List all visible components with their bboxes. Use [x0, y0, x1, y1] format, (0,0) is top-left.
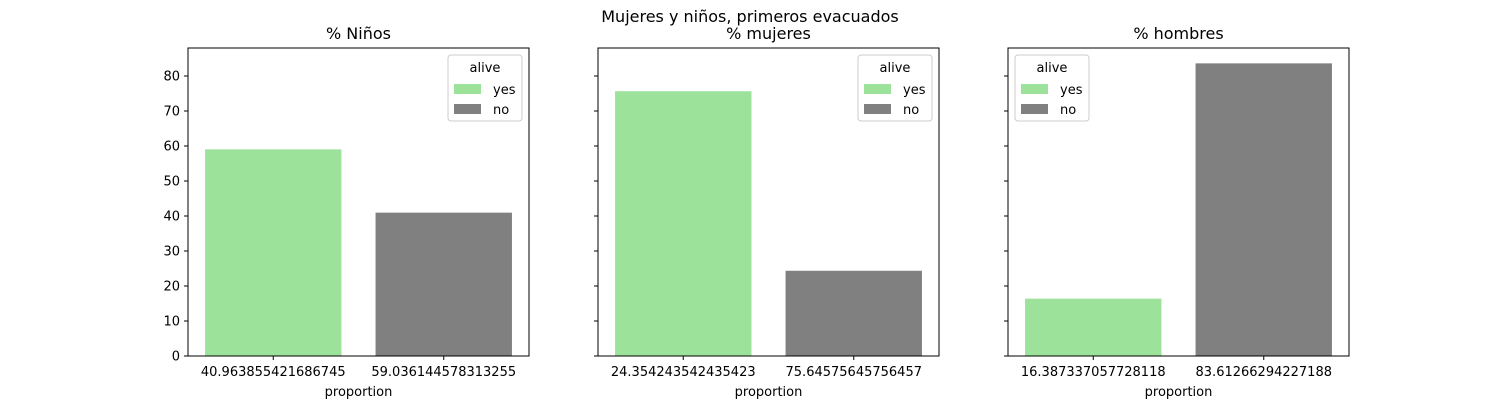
y-tick-label: 40: [163, 210, 180, 225]
figure-suptitle: Mujeres y niños, primeros evacuados: [601, 7, 899, 26]
panel-1: 0 10 20 30 40 50 60 70 80 40.963855421686745 59.03…: [163, 24, 530, 400]
legend-swatch-yes: [1021, 84, 1048, 94]
legend: alive yes no: [1014, 54, 1090, 122]
legend-title: alive: [880, 61, 911, 76]
legend-label-no: no: [1060, 103, 1076, 118]
bar-2: [375, 212, 512, 356]
x-tick-label: 16.387337057728118: [1021, 365, 1166, 380]
legend-swatch-yes: [454, 84, 481, 94]
x-axis-label: proportion: [735, 385, 803, 400]
x-tick-label: 75.64575645756457: [786, 365, 922, 380]
x-axis-label: proportion: [325, 385, 393, 400]
x-tick-label: 83.61266294227188: [1196, 365, 1332, 380]
axes-frame: [1007, 47, 1350, 357]
legend-swatch-yes: [864, 84, 891, 94]
legend: alive yes no: [447, 54, 523, 122]
x-tick-label: 24.354243542435423: [611, 365, 756, 380]
y-tick-label: 20: [163, 280, 180, 295]
y-tick-label: 60: [163, 140, 180, 155]
x-tick-label: 40.963855421686745: [201, 365, 346, 380]
x-tick-label: 59.036144578313255: [371, 365, 516, 380]
bar-1: [1025, 298, 1162, 356]
panel-title: % hombres: [1133, 24, 1223, 43]
y-tick-label: 80: [163, 70, 180, 85]
legend-label-yes: yes: [1060, 83, 1083, 98]
legend-label-yes: yes: [493, 83, 516, 98]
y-tick-label: 0: [172, 350, 180, 365]
x-axis-label: proportion: [1145, 385, 1213, 400]
legend-title: alive: [1037, 61, 1068, 76]
panels: 0 10 20 30 40 50 60 70 80 40.963855421686745 59.03…: [163, 24, 1350, 400]
legend-swatch-no: [1021, 104, 1048, 114]
panel-3: 16.387337057728118 83.61266294227188 propo…: [1004, 24, 1350, 400]
y-tick-label: 50: [163, 175, 180, 190]
y-tick-label: 10: [163, 315, 180, 330]
bar-1: [205, 149, 342, 356]
y-tick-label: 70: [163, 105, 180, 120]
legend-swatch-no: [454, 104, 481, 114]
legend-label-no: no: [903, 103, 919, 118]
legend-title: alive: [470, 61, 501, 76]
bar-2: [785, 270, 922, 356]
legend-label-no: no: [493, 103, 509, 118]
bar-2: [1195, 63, 1332, 357]
panel-title: % mujeres: [726, 24, 811, 43]
legend-label-yes: yes: [903, 83, 926, 98]
panel-2: 24.354243542435423 75.64575645756457 propo…: [594, 24, 940, 400]
y-tick-label: 30: [163, 245, 180, 260]
legend: alive yes no: [857, 54, 933, 122]
bar-1: [615, 91, 752, 356]
axes-frame: [187, 47, 530, 357]
axes-frame: [597, 47, 940, 357]
legend-swatch-no: [864, 104, 891, 114]
panel-title: % Niños: [326, 24, 391, 43]
